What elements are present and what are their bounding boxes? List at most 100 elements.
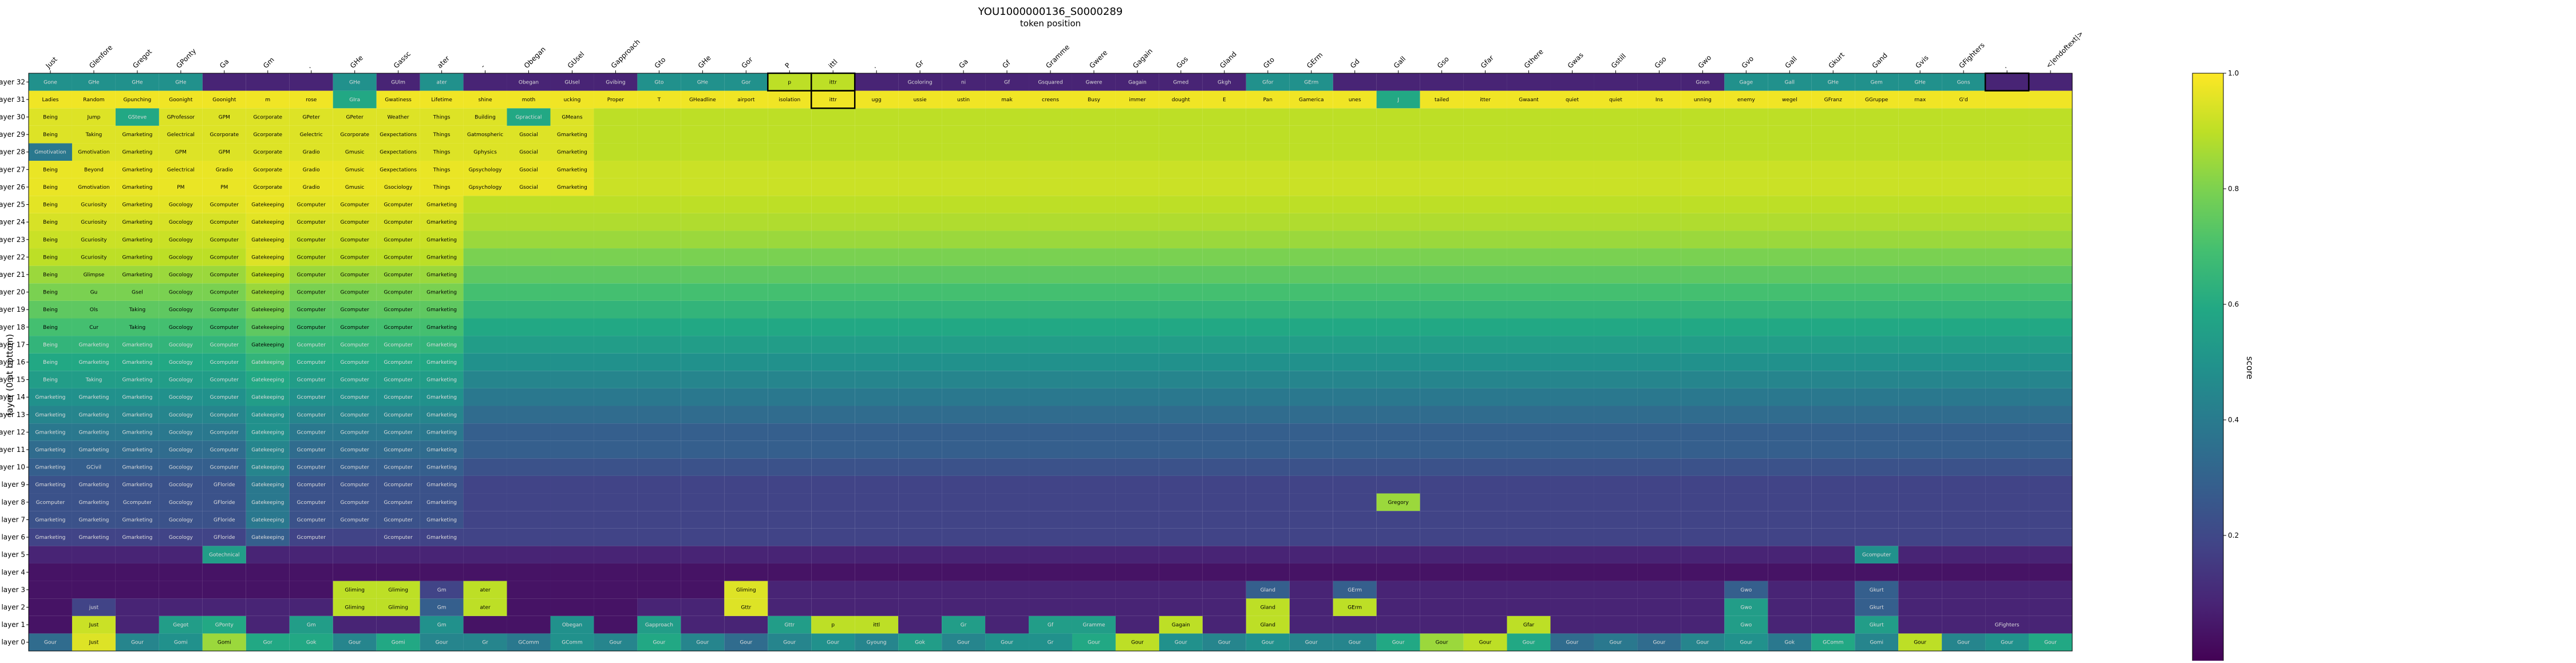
heatmap-cell xyxy=(898,475,942,494)
heatmap-cell xyxy=(594,196,638,213)
heatmap-cell xyxy=(115,353,159,371)
heatmap-cell xyxy=(202,125,246,144)
heatmap-cell xyxy=(1420,178,1464,196)
heatmap-cell xyxy=(681,598,725,616)
x-tick-label: Gagain xyxy=(1131,47,1154,70)
heatmap-cell xyxy=(1855,511,1899,529)
cell-label: Gmusic xyxy=(345,167,365,173)
x-tick-label: Gf xyxy=(1001,58,1012,70)
heatmap-cell xyxy=(1985,511,2029,529)
cell-label: GHe xyxy=(88,80,100,85)
heatmap-cell xyxy=(2029,371,2072,388)
heatmap-cell xyxy=(985,213,1029,231)
heatmap-cell xyxy=(1985,178,2029,196)
heatmap-cell xyxy=(1550,353,1594,371)
heatmap-cell xyxy=(681,440,725,459)
heatmap-cell xyxy=(159,546,203,563)
heatmap-cell xyxy=(1724,336,1768,354)
heatmap-cell xyxy=(724,598,768,616)
heatmap-cell xyxy=(855,265,899,284)
heatmap-cell xyxy=(1898,371,1942,388)
heatmap-cell xyxy=(1768,563,1812,581)
heatmap-cell xyxy=(1072,178,1116,196)
cell-label: Gcuriosity xyxy=(81,203,107,208)
heatmap-cell xyxy=(637,371,681,388)
y-tick-label: layer 30 xyxy=(0,113,25,121)
cell-label: Gcomputer xyxy=(297,255,326,260)
heatmap-cell xyxy=(159,406,203,424)
heatmap-cell xyxy=(1550,633,1594,651)
heatmap-cell xyxy=(1811,511,1855,529)
heatmap-cell xyxy=(463,231,507,249)
heatmap-cell xyxy=(507,353,551,371)
heatmap-cell xyxy=(420,528,464,546)
heatmap-cell xyxy=(681,581,725,599)
heatmap-cell xyxy=(333,493,377,511)
heatmap-cell xyxy=(1985,633,2029,651)
heatmap-cell xyxy=(2029,300,2072,319)
cell-label: Gour xyxy=(131,640,144,646)
heatmap-cell xyxy=(1898,178,1942,196)
heatmap-cell xyxy=(1420,475,1464,494)
heatmap-cell xyxy=(1768,528,1812,546)
heatmap-cell xyxy=(768,300,812,319)
cell-label: Gatekeeping xyxy=(251,535,284,541)
heatmap-cell xyxy=(1942,371,1986,388)
heatmap-cell xyxy=(550,248,594,266)
cell-label: GFloride xyxy=(214,517,235,523)
heatmap-cell xyxy=(507,440,551,459)
heatmap-cell xyxy=(159,336,203,354)
heatmap-cell xyxy=(1463,125,1507,144)
heatmap-cell xyxy=(1637,511,1681,529)
heatmap-cell xyxy=(1246,143,1290,161)
heatmap-cell xyxy=(1072,248,1116,266)
cell-label: Gour xyxy=(696,640,709,646)
heatmap-cell xyxy=(594,231,638,249)
heatmap-cell xyxy=(1768,125,1812,144)
cell-label: Gour xyxy=(1610,640,1622,646)
heatmap-cell xyxy=(1724,318,1768,336)
heatmap-cell xyxy=(1637,125,1681,144)
heatmap-cell xyxy=(420,388,464,406)
heatmap-cell xyxy=(376,388,420,406)
heatmap-cell xyxy=(1115,90,1159,109)
heatmap-cell xyxy=(550,633,594,651)
x-axis: Just Glenfore Gregot GPonty Ga Gm. GHe Gassc ate… xyxy=(44,30,2085,73)
cell-label: GHe xyxy=(1915,80,1926,85)
heatmap-cell xyxy=(507,300,551,319)
heatmap-cell xyxy=(985,125,1029,144)
heatmap-cell xyxy=(1594,440,1638,459)
heatmap-cell xyxy=(1463,231,1507,249)
cell-label: GHe xyxy=(175,80,187,85)
heatmap-cell xyxy=(550,511,594,529)
heatmap-cell xyxy=(1333,125,1377,144)
heatmap-cell xyxy=(333,248,377,266)
heatmap-cell xyxy=(681,265,725,284)
cell-label: Gocology xyxy=(169,395,193,400)
heatmap-cell xyxy=(2029,633,2072,651)
heatmap-cell xyxy=(1420,581,1464,599)
cell-label: Gour xyxy=(436,640,448,646)
cell-label: Gwo xyxy=(1740,587,1752,593)
heatmap-cell xyxy=(811,598,855,616)
heatmap-cell xyxy=(594,353,638,371)
heatmap-cell xyxy=(1289,371,1333,388)
heatmap-cell xyxy=(1376,248,1420,266)
heatmap-cell xyxy=(594,493,638,511)
heatmap-cell xyxy=(811,546,855,563)
x-tick-label: Just xyxy=(44,55,58,70)
heatmap-cell xyxy=(115,248,159,266)
cell-label: G'd xyxy=(1959,97,1968,103)
heatmap-cell xyxy=(1333,475,1377,494)
cell-label: Gomi xyxy=(174,640,188,646)
heatmap-cell xyxy=(1115,371,1159,388)
cell-label: Gour xyxy=(1696,640,1709,646)
heatmap-cell xyxy=(72,458,116,476)
heatmap-cell xyxy=(768,161,812,178)
cell-label: Gf xyxy=(1048,622,1054,628)
heatmap-cell xyxy=(1376,231,1420,249)
heatmap-cell xyxy=(550,581,594,599)
y-tick-label: layer 26 xyxy=(0,183,25,191)
heatmap-cell xyxy=(115,458,159,476)
cell-label: GUsel xyxy=(564,80,579,85)
